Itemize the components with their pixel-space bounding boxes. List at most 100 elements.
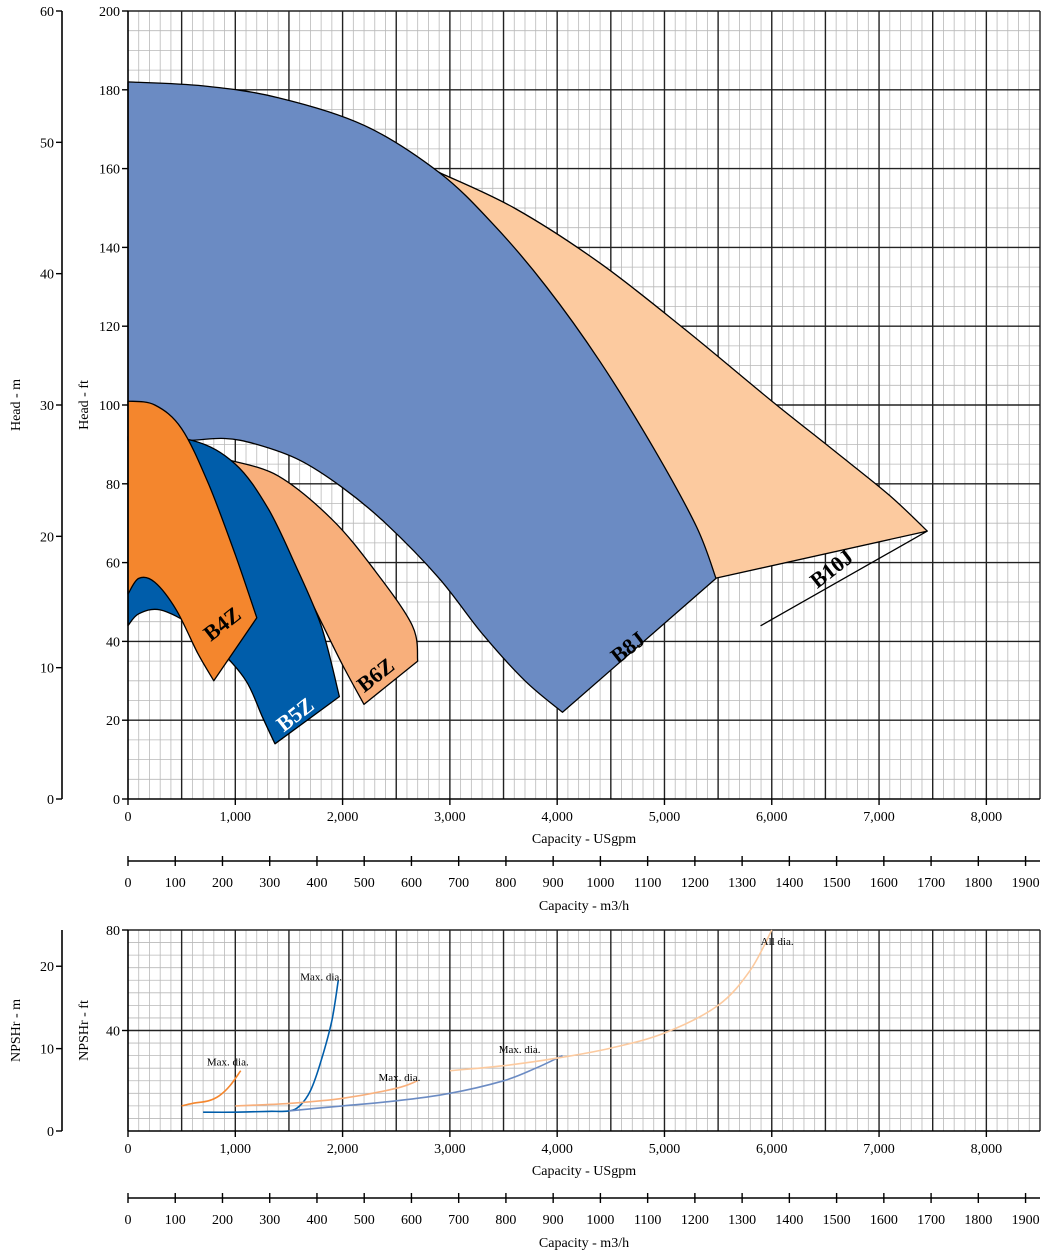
perf-m3h-tick-label: 1300	[728, 876, 756, 891]
perf-y-tick-label-ft: 200	[99, 5, 120, 20]
npsh-m3h-tick-label: 1200	[681, 1213, 709, 1228]
perf-m3h-tick-label: 1100	[634, 876, 661, 891]
npsh-x-axis-title: Capacity - USgpm	[532, 1164, 636, 1179]
perf-m3h-tick-label: 1200	[681, 876, 709, 891]
npsh-m3h-tick-label: 1300	[728, 1213, 756, 1228]
perf-x-tick-label: 3,000	[434, 810, 466, 825]
perf-x-tick-label: 8,000	[971, 810, 1003, 825]
npsh-annotation: Max. dia.	[207, 1057, 249, 1069]
perf-m3h-tick-label: 1900	[1012, 876, 1040, 891]
npsh-x-tick-label: 8,000	[971, 1142, 1003, 1157]
npsh-m3h-tick-label: 400	[306, 1213, 327, 1228]
perf-x-tick-label: 1,000	[220, 810, 252, 825]
perf-m3h-tick-label: 100	[165, 876, 186, 891]
npsh-x-tick-label: 7,000	[863, 1142, 895, 1157]
npsh-annotation: Max. dia.	[499, 1044, 541, 1056]
npsh-m3h-tick-label: 1600	[870, 1213, 898, 1228]
npsh-m3h-tick-label: 200	[212, 1213, 233, 1228]
npsh-m3h-tick-label: 1800	[964, 1213, 992, 1228]
perf-m3h-tick-label: 1800	[964, 876, 992, 891]
npsh-m3h-tick-label: 0	[125, 1213, 132, 1228]
perf-m3h-tick-label: 1700	[917, 876, 945, 891]
npsh-y-tick-label-m: 0	[47, 1125, 54, 1140]
npsh-m3h-tick-label: 1100	[634, 1213, 661, 1228]
npsh-annotation: Max. dia.	[300, 971, 342, 983]
npsh-m3h-tick-label: 1900	[1012, 1213, 1040, 1228]
perf-x-tick-label: 5,000	[649, 810, 681, 825]
perf-m3h-tick-label: 1000	[586, 876, 614, 891]
npsh-x-tick-label: 1,000	[220, 1142, 252, 1157]
perf-m3h-tick-label: 600	[401, 876, 422, 891]
perf-m3h-tick-label: 400	[306, 876, 327, 891]
perf-y-tick-label-m: 40	[40, 268, 54, 283]
npsh-y-tick-label-ft: 80	[106, 924, 120, 939]
npsh-series-1	[203, 980, 340, 1114]
npsh-x-tick-label: 2,000	[327, 1142, 359, 1157]
perf-m3h-tick-label: 800	[495, 876, 516, 891]
npsh-major-grid	[128, 929, 1041, 1131]
npsh-series-2	[235, 1080, 418, 1107]
perf-y-tick-label-m: 30	[40, 399, 54, 414]
region-b4z	[127, 400, 258, 682]
perf-m3h-axis-title: Capacity - m3/h	[539, 899, 629, 914]
perf-y-tick-label-m: 20	[40, 530, 54, 545]
npsh-series-0	[181, 1070, 242, 1107]
npsh-m3h-tick-label: 1400	[775, 1213, 803, 1228]
npsh-y-axis-title-m: NPSHr - m	[9, 999, 24, 1062]
npsh-m3h-tick-label: 300	[259, 1213, 280, 1228]
perf-m3h-tick-label: 1500	[823, 876, 851, 891]
perf-m3h-tick-label: 700	[448, 876, 469, 891]
npsh-series-4	[449, 929, 773, 1072]
npsh-m3h-tick-label: 800	[495, 1213, 516, 1228]
npsh-series-3	[288, 1054, 563, 1112]
npsh-m3h-tick-label: 1700	[917, 1213, 945, 1228]
perf-y-tick-label-m: 50	[40, 136, 54, 151]
npsh-y-tick-label-m: 20	[40, 960, 54, 975]
npsh-annotation: All dia.	[761, 936, 794, 948]
perf-x-tick-label: 2,000	[327, 810, 359, 825]
perf-y-tick-label-ft: 60	[106, 557, 120, 572]
perf-x-tick-label: 6,000	[756, 810, 788, 825]
npsh-x-tick-label: 6,000	[756, 1142, 788, 1157]
region-b8j	[127, 81, 717, 713]
npsh-m3h-tick-label: 600	[401, 1213, 422, 1228]
perf-x-tick-label: 7,000	[863, 810, 895, 825]
perf-y-tick-label-m: 0	[47, 793, 54, 808]
npsh-y-tick-label-m: 10	[40, 1043, 54, 1058]
perf-m3h-tick-label: 900	[543, 876, 564, 891]
perf-m3h-tick-label: 1600	[870, 876, 898, 891]
perf-m3h-tick-label: 0	[125, 876, 132, 891]
npsh-chart: Max. dia. Max. dia. Max. dia. Max. dia. All …	[9, 924, 1041, 1251]
perf-y-tick-label-ft: 120	[99, 320, 120, 335]
perf-y-tick-label-ft: 40	[106, 635, 120, 650]
perf-m3h-tick-label: 1400	[775, 876, 803, 891]
npsh-m3h-tick-label: 900	[543, 1213, 564, 1228]
perf-y-tick-label-m: 60	[40, 5, 54, 20]
npsh-y-axis-title-ft: NPSHr - ft	[77, 1000, 92, 1061]
perf-x-axis-title: Capacity - USgpm	[532, 832, 636, 847]
perf-m3h-tick-label: 200	[212, 876, 233, 891]
npsh-y-tick-label-ft: 40	[106, 1025, 120, 1040]
perf-y-tick-label-m: 10	[40, 662, 54, 677]
perf-y-tick-label-ft: 80	[106, 478, 120, 493]
npsh-lines: Max. dia. Max. dia. Max. dia. Max. dia. All …	[181, 929, 794, 1114]
npsh-x-tick-label: 0	[125, 1142, 132, 1157]
perf-x-tick-label: 4,000	[541, 810, 573, 825]
npsh-m3h-tick-label: 1000	[586, 1213, 614, 1228]
npsh-x-tick-label: 5,000	[649, 1142, 681, 1157]
npsh-x-tick-label: 4,000	[541, 1142, 573, 1157]
perf-y-tick-label-ft: 180	[99, 84, 120, 99]
npsh-m3h-tick-label: 700	[448, 1213, 469, 1228]
perf-x-tick-label: 0	[125, 810, 132, 825]
npsh-m3h-tick-label: 500	[354, 1213, 375, 1228]
npsh-m3h-tick-label: 100	[165, 1213, 186, 1228]
npsh-annotation: Max. dia.	[379, 1072, 421, 1084]
perf-m3h-tick-label: 300	[259, 876, 280, 891]
perf-y-tick-label-ft: 140	[99, 241, 120, 256]
npsh-m3h-axis-title: Capacity - m3/h	[539, 1236, 629, 1251]
npsh-m3h-tick-label: 1500	[823, 1213, 851, 1228]
npsh-x-tick-label: 3,000	[434, 1142, 466, 1157]
